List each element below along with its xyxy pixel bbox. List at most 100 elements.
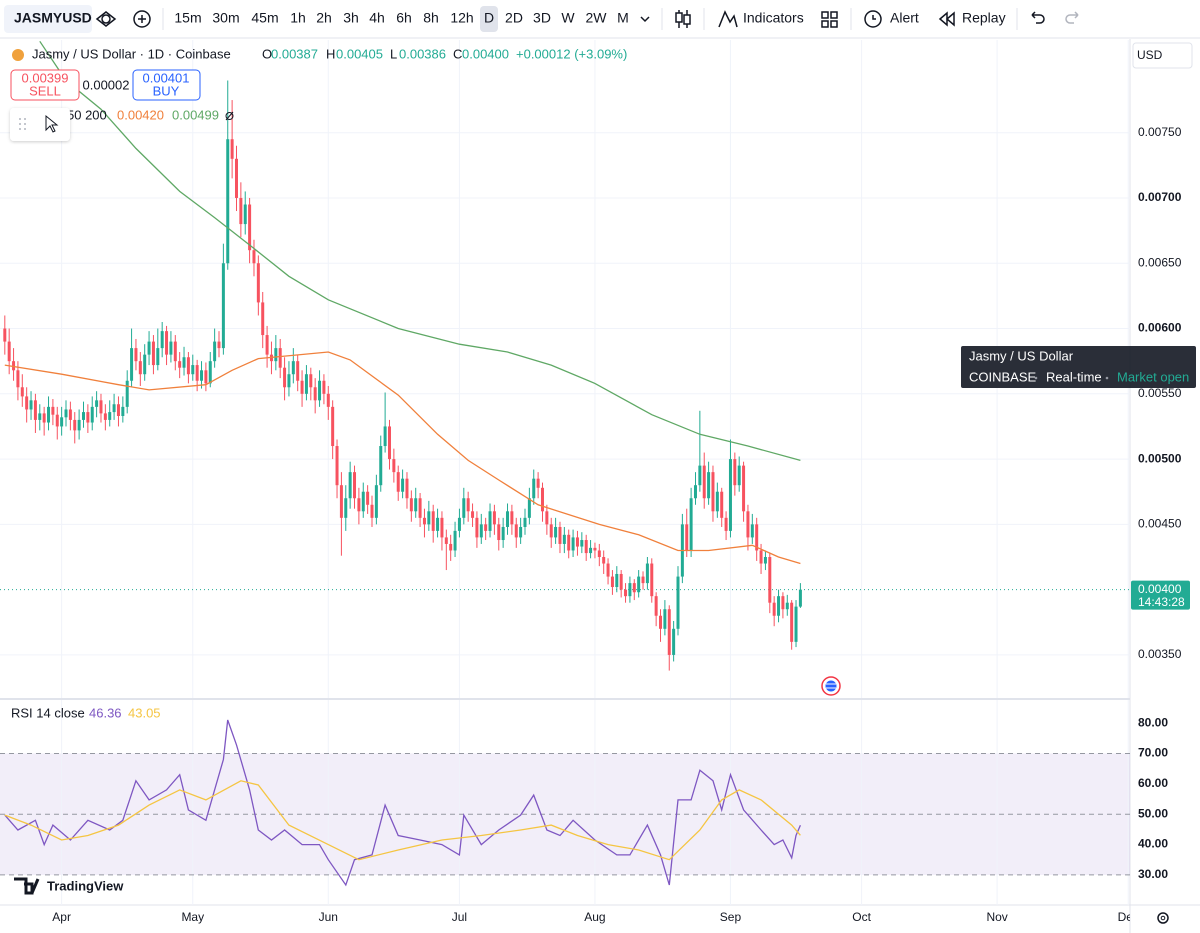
candle-body	[55, 414, 59, 427]
symbol-box[interactable]	[4, 5, 92, 33]
replay-button[interactable]: Replay	[962, 10, 1006, 26]
interval[interactable]: 8h	[423, 10, 439, 26]
candle-body	[693, 485, 697, 499]
sell-button[interactable]	[10, 69, 80, 101]
candle-body	[213, 341, 217, 362]
candle-body	[296, 361, 300, 381]
symbol-logo	[12, 49, 24, 61]
settings[interactable]	[1157, 912, 1169, 924]
redo[interactable]	[1065, 11, 1079, 24]
candle-body	[794, 606, 798, 642]
interval[interactable]: 4h	[369, 10, 385, 26]
add-symbol[interactable]	[133, 10, 151, 28]
candle-body	[519, 526, 523, 538]
tooltip-dot	[1105, 376, 1109, 380]
candle-body	[619, 573, 623, 590]
candle-body	[304, 374, 308, 394]
sell-price[interactable]: 0.00399	[22, 70, 69, 85]
replay-icon[interactable]	[938, 11, 955, 27]
candle-body	[589, 547, 593, 554]
candle-body	[427, 511, 431, 525]
interval[interactable]: 2h	[316, 10, 332, 26]
candle-body	[147, 341, 151, 355]
visibility-icon[interactable]	[225, 111, 234, 121]
candle-body	[702, 465, 706, 499]
candle-body	[143, 354, 147, 375]
candle-body	[387, 426, 391, 460]
candle-body	[51, 406, 55, 415]
candle-body	[374, 485, 378, 518]
candle-body	[313, 387, 317, 401]
candle-body	[540, 487, 544, 512]
buy-price[interactable]: 0.00401	[143, 70, 190, 85]
spread: 0.00002	[83, 77, 130, 92]
undo[interactable]	[1031, 11, 1045, 24]
interval[interactable]: W	[561, 10, 575, 26]
candle-body	[514, 524, 518, 538]
buy-button[interactable]	[132, 69, 201, 101]
candle-body	[606, 563, 610, 577]
interval[interactable]: 1h	[290, 10, 306, 26]
candle-body	[610, 576, 614, 588]
candle-body	[492, 511, 496, 525]
candle-body	[755, 524, 759, 551]
cursor-tool[interactable]	[45, 114, 59, 133]
candle-body	[353, 472, 357, 499]
interval[interactable]: 3D	[533, 10, 551, 26]
rsi-band	[0, 753, 1130, 875]
candle-body	[641, 576, 645, 584]
candle-body	[523, 517, 527, 527]
tooltip-dot	[1034, 376, 1038, 380]
legend-value: 0.00386	[399, 46, 446, 61]
interval[interactable]: M	[617, 10, 629, 26]
interval[interactable]: 12h	[450, 10, 473, 26]
indicators-icon[interactable]	[718, 10, 738, 28]
candle-body	[99, 400, 103, 414]
alert-icon[interactable]	[864, 10, 882, 28]
interval[interactable]: 30m	[212, 10, 239, 26]
candle-body	[195, 365, 199, 381]
drag-handle[interactable]	[19, 118, 26, 130]
candle-body	[798, 589, 802, 607]
candle-body	[567, 534, 571, 551]
sell-label[interactable]: SELL	[29, 83, 61, 98]
candle-body	[580, 540, 584, 547]
currency-box[interactable]	[1132, 42, 1193, 69]
interval[interactable]: 15m	[174, 10, 201, 26]
candle-body	[763, 557, 767, 564]
candle-body	[471, 511, 475, 518]
interval[interactable]: D	[484, 10, 494, 26]
candle-body	[418, 498, 422, 518]
interval[interactable]: 45m	[251, 10, 278, 26]
candle-body	[659, 615, 663, 629]
interval-dropdown[interactable]	[640, 16, 650, 23]
candle-body	[77, 419, 81, 431]
active-interval-bg	[480, 6, 498, 32]
candle-body	[698, 465, 702, 486]
y-tick-label: 50.00	[1138, 806, 1168, 820]
candle-body	[243, 204, 247, 225]
candle-body	[554, 526, 558, 538]
watermark: TradingView	[47, 878, 124, 893]
candle-body	[457, 517, 461, 531]
rsi-legend: RSI 14 close	[11, 705, 85, 720]
interval[interactable]: 6h	[396, 10, 412, 26]
candle-body	[357, 498, 361, 512]
buy-label[interactable]: BUY	[153, 83, 180, 98]
interval[interactable]: 2W	[586, 10, 608, 26]
symbol[interactable]: JASMYUSD	[14, 10, 92, 26]
candle-body	[234, 158, 238, 198]
layouts-icon[interactable]	[821, 11, 838, 28]
compare-icon[interactable]	[95, 11, 117, 27]
interval[interactable]: 2D	[505, 10, 523, 26]
interval[interactable]: 3h	[343, 10, 359, 26]
currency[interactable]: USD	[1137, 48, 1163, 62]
y-tick-label: 0.00350	[1138, 647, 1182, 661]
indicators-button[interactable]: Indicators	[743, 10, 804, 26]
candle-body	[370, 504, 374, 518]
candle-body	[47, 406, 51, 423]
candle-body	[86, 412, 90, 423]
candle-body	[90, 406, 94, 423]
alert-button[interactable]: Alert	[890, 10, 919, 26]
